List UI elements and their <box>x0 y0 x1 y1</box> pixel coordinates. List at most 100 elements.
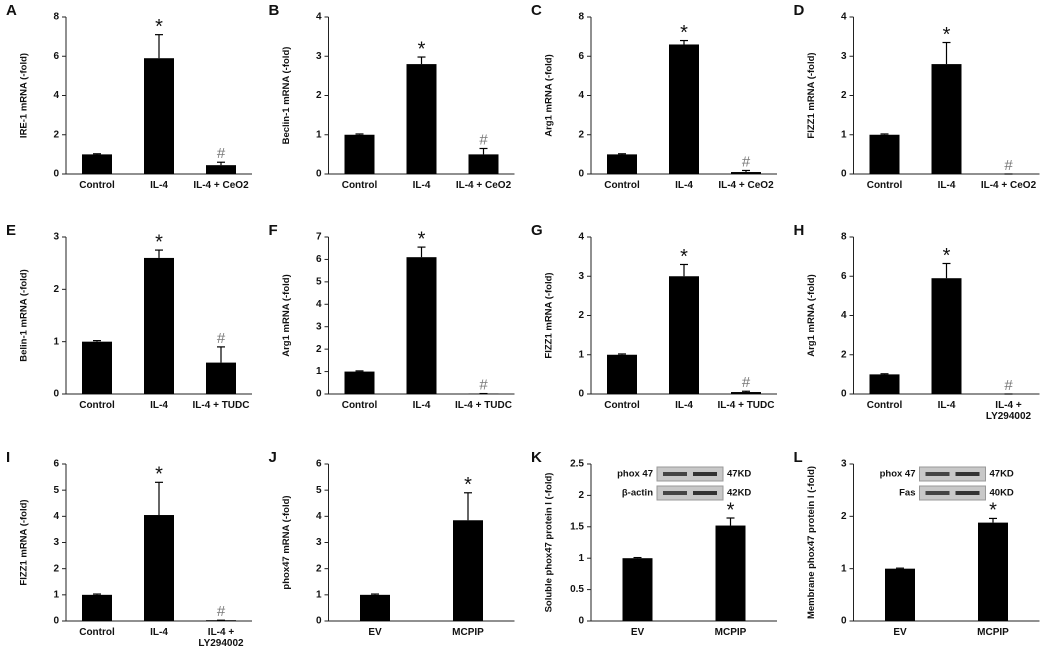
blot-label: phox 47 <box>617 469 653 480</box>
panel: E Belin-1 mRNA (-fold) 0 1 2 3 Control * IL-4 # IL… <box>6 222 252 411</box>
y-tick-label: 0 <box>53 169 59 180</box>
x-tick-label: IL-4 + TUDC <box>717 400 775 411</box>
y-tick-label: 2 <box>53 129 59 140</box>
y-tick-label: 0 <box>316 616 322 627</box>
significance-mark: # <box>479 377 488 394</box>
panel-letter: B <box>269 2 280 19</box>
x-tick-label-box: Control <box>341 180 378 191</box>
y-tick-label: 4 <box>53 90 59 101</box>
x-tick-label-box: IL-4 <box>938 180 956 191</box>
y-tick-label: 0 <box>841 169 847 180</box>
panel: I FIZZ1 mRNA (-fold) 0 1 2 3 4 5 6 Control * IL-4 # I… <box>6 449 252 649</box>
x-tick-label-box: IL-4 + LY294002 <box>198 627 243 649</box>
y-tick-label: 0.5 <box>570 584 584 595</box>
blot-lane <box>955 491 980 495</box>
y-tick-label: 3 <box>53 232 59 243</box>
x-tick-label: IL-4 <box>412 400 431 411</box>
y-tick-label: 1 <box>53 589 59 600</box>
bar <box>869 134 900 174</box>
y-tick-label: 8 <box>53 12 59 23</box>
blot-lane <box>693 491 717 495</box>
x-tick-label: IL-4 <box>150 400 168 411</box>
panel: D FIZZ1 mRNA (-fold) 0 1 2 3 4 Control * IL-4 # IL-… <box>794 2 1040 191</box>
y-tick-label: 4 <box>578 232 584 243</box>
blot-lane <box>955 472 980 476</box>
significance-mark: * <box>989 500 997 522</box>
y-tick-label: 6 <box>578 51 584 62</box>
y-tick-label: 0 <box>316 389 322 400</box>
y-tick-label: 3 <box>316 321 322 332</box>
y-tick-label: 0 <box>316 169 322 180</box>
y-tick-label: 8 <box>578 12 584 23</box>
x-tick-label-box: EV <box>368 627 382 638</box>
y-axis-label: FIZZ1 mRNA (-fold) <box>544 272 555 358</box>
x-tick-label: Control <box>79 400 115 411</box>
y-tick-label: 5 <box>316 485 322 496</box>
bar <box>360 594 390 621</box>
x-tick-label: EV <box>368 627 382 638</box>
y-tick-label: 6 <box>841 271 847 282</box>
y-tick-label: 2 <box>316 90 322 101</box>
x-tick-label: IL-4 + LY294002 <box>985 400 1032 422</box>
panel-letter: C <box>531 2 542 19</box>
y-tick-label: 6 <box>53 459 59 470</box>
y-tick-label: 0 <box>578 616 584 627</box>
y-tick-label: 4 <box>53 511 59 522</box>
x-tick-label-box: IL-4 <box>150 180 168 191</box>
significance-mark: * <box>464 474 472 496</box>
significance-mark: * <box>943 245 951 267</box>
bar <box>144 257 174 394</box>
bar <box>715 525 746 621</box>
blot-label: β-actin <box>622 488 653 499</box>
x-tick-label-box: IL-4 <box>675 400 693 411</box>
y-tick-label: 2 <box>578 129 584 140</box>
y-tick-label: 1.5 <box>570 521 584 532</box>
y-axis-label: Belin-1 mRNA (-fold) <box>19 269 30 362</box>
x-tick-label: MCPIP <box>714 627 747 638</box>
x-tick-label: IL-4 + TUDC <box>192 400 250 411</box>
significance-mark: # <box>742 153 751 170</box>
panel: B Beclin-1 mRNA (-fold) 0 1 2 3 4 Control * IL-4 #… <box>269 2 515 191</box>
x-tick-label: IL-4 <box>150 180 168 191</box>
x-tick-label-box: Control <box>342 400 378 411</box>
panel: C Arg1 mRNA (-fold) 0 2 4 6 8 Control * IL-4 # IL-4… <box>531 2 777 191</box>
y-tick-label: 6 <box>316 254 322 265</box>
y-tick-label: 2 <box>316 344 322 355</box>
x-tick-label-box: IL-4 <box>413 180 431 191</box>
blot-size: 47KD <box>727 469 751 480</box>
x-tick-label: IL-4 <box>150 627 168 638</box>
y-tick-label: 4 <box>578 90 584 101</box>
y-tick-label: 4 <box>316 12 322 23</box>
bar <box>931 278 962 394</box>
x-tick-label: IL-4 <box>675 400 693 411</box>
x-tick-label-box: IL-4 <box>150 627 168 638</box>
y-axis-label: phox47 mRNA (-fold) <box>281 495 292 589</box>
y-tick-label: 5 <box>316 276 322 287</box>
y-tick-label: 6 <box>53 51 59 62</box>
bar <box>731 392 761 394</box>
y-tick-label: 2.5 <box>570 459 584 470</box>
significance-mark: * <box>155 231 163 253</box>
y-tick-label: 3 <box>53 537 59 548</box>
significance-mark: # <box>479 131 488 148</box>
x-tick-label-box: EV <box>893 627 906 638</box>
x-tick-label: MCPIP <box>452 627 484 638</box>
significance-mark: # <box>1004 377 1013 394</box>
y-tick-label: 1 <box>53 336 59 347</box>
bar <box>344 371 375 394</box>
bar <box>669 276 699 394</box>
blot-band <box>919 485 986 501</box>
x-tick-label: IL-4 + CeO2 <box>455 180 512 191</box>
bar <box>468 154 499 174</box>
y-tick-label: 4 <box>316 511 322 522</box>
blot-size: 47KD <box>990 469 1014 480</box>
y-axis-label: Arg1 mRNA (-fold) <box>806 274 817 357</box>
y-tick-label: 0 <box>53 616 59 627</box>
y-tick-label: 1 <box>316 589 322 600</box>
x-tick-label-box: IL-4 + CeO2 <box>718 180 773 191</box>
significance-mark: * <box>418 38 426 60</box>
y-axis-label: Membrane phox47 protein l (-fold) <box>806 466 817 619</box>
x-tick-label: Control <box>341 180 378 191</box>
